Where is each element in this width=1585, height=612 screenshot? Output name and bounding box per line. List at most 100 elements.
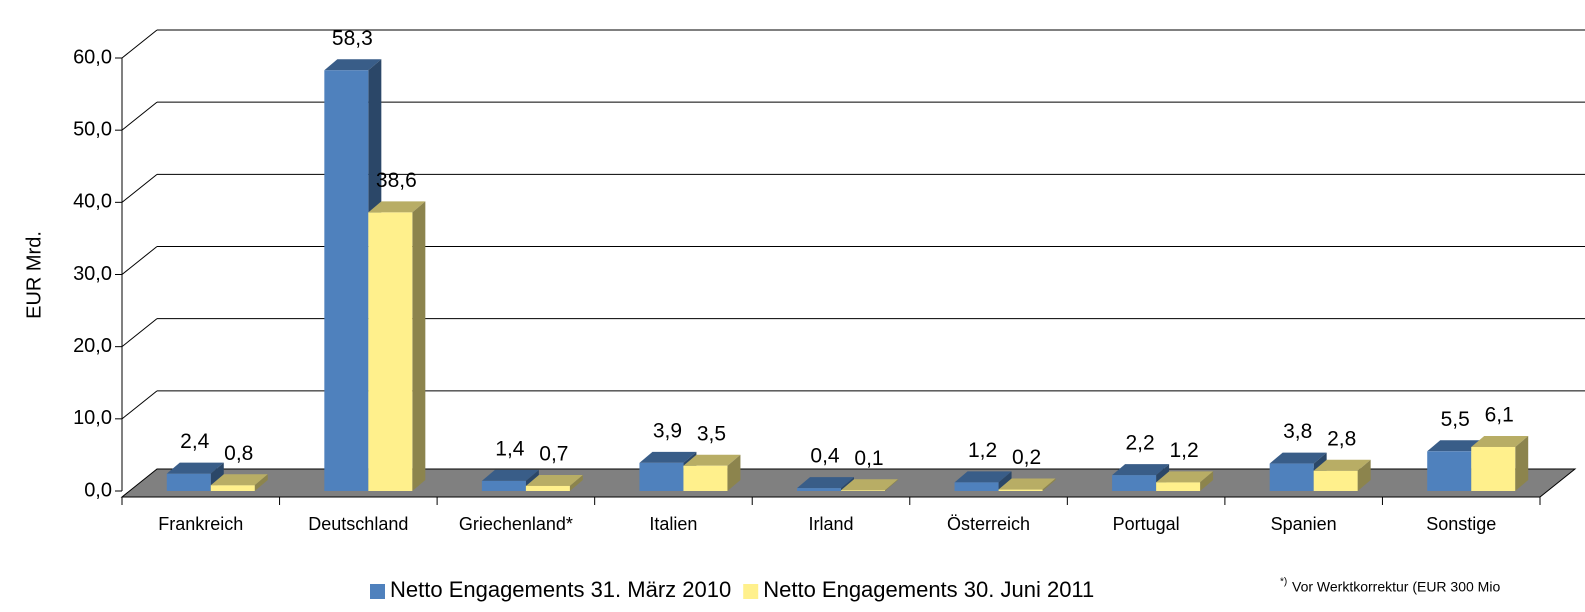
- bar-top: [481, 469, 539, 481]
- bar-side: [254, 474, 268, 491]
- y-tick-label: 60,0: [73, 46, 112, 68]
- bar-top: [368, 201, 426, 213]
- bar-top: [1427, 440, 1485, 452]
- value-label: 5,5: [1441, 408, 1470, 431]
- bar-front: [639, 462, 684, 491]
- legend-label: Netto Engagements 31. März 2010: [390, 577, 731, 602]
- y-tick-label: 30,0: [73, 263, 112, 285]
- y-tick-label: 10,0: [73, 407, 112, 429]
- grid-line: [121, 29, 158, 59]
- bar-side: [885, 479, 898, 491]
- bar: [1471, 435, 1529, 491]
- value-label: 0,1: [854, 447, 883, 470]
- bar: [368, 201, 426, 492]
- value-label: 0,7: [539, 442, 568, 465]
- x-tick-label: Portugal: [1113, 514, 1180, 534]
- value-label: 0,8: [224, 442, 253, 465]
- bar-top: [324, 59, 382, 71]
- bar-front: [481, 480, 526, 491]
- value-label: 0,4: [810, 445, 840, 468]
- bar-top: [841, 479, 898, 491]
- bar-side: [998, 471, 1012, 491]
- bar-front: [1112, 475, 1157, 491]
- footnote-mark: *): [1280, 577, 1287, 588]
- value-label: 1,2: [1170, 439, 1199, 462]
- bar-side: [1515, 435, 1529, 491]
- bar-front: [1313, 470, 1358, 491]
- bar-top: [639, 451, 697, 463]
- bar-front: [683, 465, 728, 491]
- value-label: 3,5: [697, 422, 726, 445]
- y-tick-label: 50,0: [73, 118, 112, 140]
- value-label: 6,1: [1485, 404, 1514, 427]
- bar-front: [998, 489, 1043, 491]
- bar-top: [1471, 435, 1529, 447]
- bar-side: [1200, 471, 1214, 491]
- bar: [683, 454, 741, 491]
- grid-line: [121, 173, 158, 203]
- bar-top: [210, 474, 268, 486]
- bar-side: [727, 454, 741, 491]
- bar-top: [1269, 452, 1327, 464]
- value-label: 1,4: [495, 437, 525, 460]
- legend-swatch: [370, 584, 385, 599]
- bar-side: [1042, 478, 1056, 491]
- bar: [1269, 452, 1327, 491]
- bar-top: [1156, 471, 1214, 483]
- x-tick-label: Sonstige: [1426, 514, 1496, 534]
- bar-top: [998, 478, 1056, 490]
- value-label: 0,2: [1012, 446, 1041, 469]
- bar-front: [954, 482, 999, 491]
- bar-front: [210, 485, 255, 491]
- x-tick-label: Italien: [649, 514, 697, 534]
- bar-side: [569, 474, 583, 491]
- bar: [1313, 459, 1371, 491]
- grid-line: [121, 101, 158, 131]
- grid-line: [121, 390, 158, 420]
- bar-front: [841, 490, 885, 491]
- bar-front: [1471, 446, 1516, 491]
- bar-top: [525, 474, 583, 486]
- y-tick-label: 40,0: [73, 191, 112, 213]
- bar-side: [1357, 459, 1371, 491]
- value-label: 3,9: [653, 419, 682, 442]
- bar-front: [1427, 451, 1472, 491]
- y-axis-title: EUR Mrd.: [23, 231, 45, 319]
- bar-front: [1269, 463, 1314, 491]
- value-label: 2,2: [1126, 432, 1155, 455]
- x-tick-label: Irland: [808, 514, 853, 534]
- footnote: Vor Werktkorrektur (EUR 300 Mio: [1292, 579, 1500, 595]
- x-tick-label: Frankreich: [158, 514, 243, 534]
- bar-top: [797, 477, 854, 489]
- value-label: 2,8: [1327, 427, 1356, 450]
- bar: [998, 478, 1056, 491]
- grid-line: [121, 318, 158, 348]
- bar-top: [1313, 459, 1371, 471]
- x-tick-label: Deutschland: [308, 514, 408, 534]
- bar-front: [166, 473, 211, 491]
- bar: [210, 474, 268, 491]
- value-label: 2,4: [180, 430, 210, 453]
- bar: [1156, 471, 1214, 491]
- value-label: 3,8: [1283, 420, 1312, 443]
- bar: [525, 474, 583, 491]
- x-tick-label: Griechenland*: [459, 514, 573, 534]
- y-tick-label: 20,0: [73, 335, 112, 357]
- legend-swatch: [743, 584, 759, 599]
- legend-label: Netto Engagements 30. Juni 2011: [763, 577, 1094, 602]
- bar: [841, 479, 898, 491]
- bar-front: [1156, 482, 1201, 491]
- bar-top: [166, 462, 224, 474]
- x-tick-label: Österreich: [947, 514, 1030, 534]
- y-tick-label: 0,0: [84, 479, 112, 501]
- bar-front: [368, 212, 413, 492]
- bar-top: [683, 454, 741, 466]
- bar-top: [954, 471, 1012, 483]
- value-label: 58,3: [332, 27, 373, 50]
- value-label: 38,6: [376, 169, 417, 192]
- bar-front: [525, 485, 570, 491]
- bar-side: [412, 201, 426, 492]
- grid-line: [121, 246, 158, 275]
- x-tick-label: Spanien: [1271, 514, 1337, 534]
